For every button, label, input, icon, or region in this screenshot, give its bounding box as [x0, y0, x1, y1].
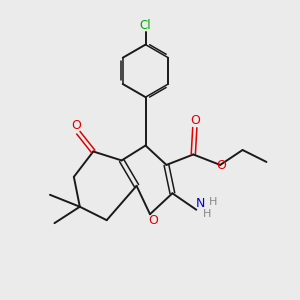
Text: O: O [148, 214, 158, 227]
Text: H: H [208, 197, 217, 207]
Text: H: H [202, 209, 211, 219]
Text: O: O [71, 119, 81, 132]
Text: N: N [196, 197, 206, 210]
Text: O: O [217, 159, 226, 172]
Text: O: O [190, 114, 200, 127]
Text: Cl: Cl [140, 19, 151, 32]
